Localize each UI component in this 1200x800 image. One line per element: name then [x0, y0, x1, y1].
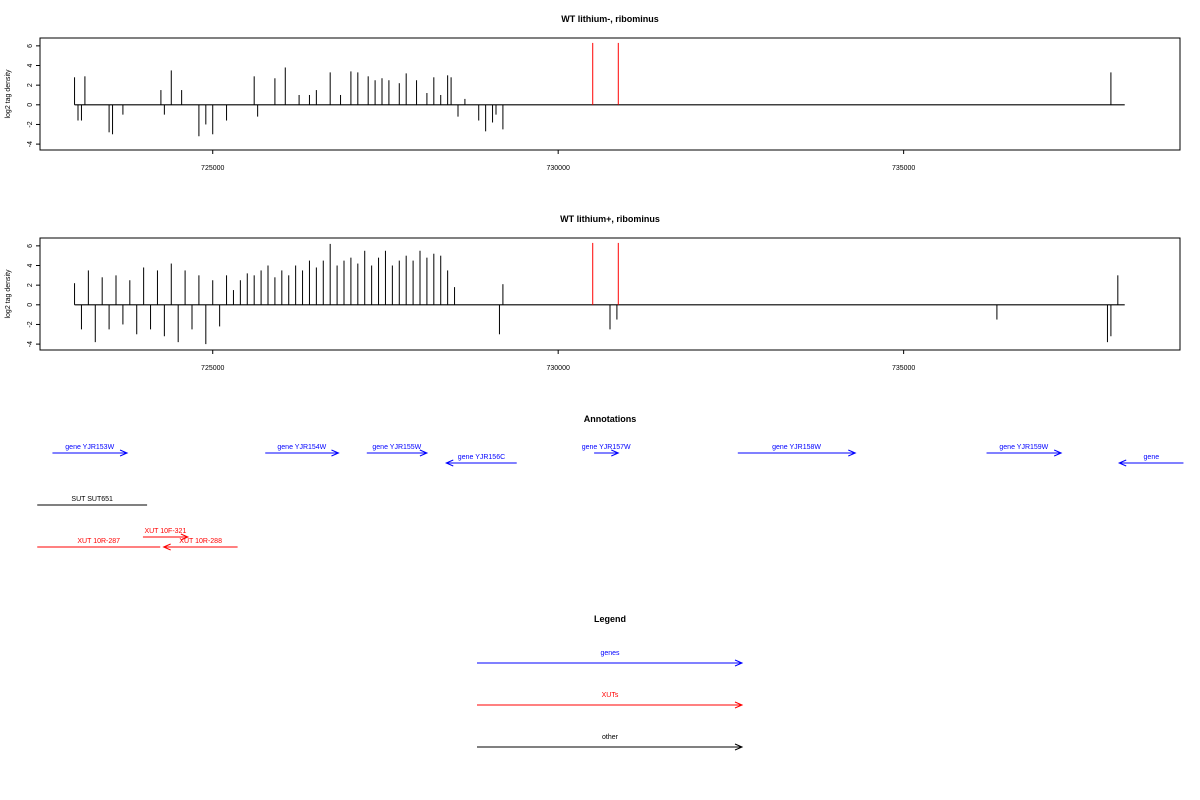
arrow-head-right-icon	[419, 449, 429, 457]
legend-item-XUTs: XUTs	[477, 692, 744, 709]
y-axis-label: log2 tag density	[5, 269, 12, 319]
annotations-track: Annotations gene YJR153W gene YJR154W gene…	[37, 414, 1184, 551]
arrow-head-right-icon	[734, 701, 744, 709]
feature-label: gene YJR154W	[277, 444, 326, 451]
x-tick-label: 730000	[547, 365, 570, 372]
feature-label: SUT SUT651	[71, 496, 113, 503]
feature-xut-10r-287: XUT 10R-287	[37, 538, 161, 548]
legend-label: XUTs	[602, 692, 619, 699]
y-tick-label: 0	[27, 303, 34, 307]
feature-label: gene YJR156C	[458, 454, 505, 461]
feature-label: XUT 10R-288	[179, 538, 222, 545]
legend-item-other: other	[477, 734, 744, 751]
feature-gene-yjr157w: gene YJR157W	[582, 444, 631, 457]
feature-gene-yjr159w: gene YJR159W	[986, 444, 1063, 457]
panel-title: WT lithium-, ribominus	[561, 14, 659, 24]
legend-item-genes: genes	[477, 650, 744, 667]
x-tick-label: 725000	[201, 365, 224, 372]
plot-frame	[39, 37, 1181, 151]
feature-label: gene YJR157W	[582, 444, 631, 451]
y-tick-label: 2	[27, 283, 34, 287]
y-axis: -4 -2 0 2 4 6	[27, 244, 40, 347]
y-tick-label: 6	[27, 244, 34, 248]
density-bars	[74, 242, 1125, 345]
feature-label: XUT 10R-287	[77, 538, 120, 545]
arrow-head-right-icon	[1053, 449, 1063, 457]
arrow-head-right-icon	[734, 743, 744, 751]
x-tick-label: 725000	[201, 165, 224, 172]
arrow-head-left-icon	[162, 543, 171, 551]
feature-gene-yjr155w: gene YJR155W	[366, 444, 429, 457]
feature-list: gene YJR153W gene YJR154W gene YJR155W gene…	[37, 444, 1184, 551]
legend: Legend genes XUTs other	[477, 614, 744, 751]
feature-gene-yjr158w: gene YJR158W	[737, 444, 857, 457]
y-tick-label: -4	[27, 141, 34, 147]
y-tick-label: 6	[27, 44, 34, 48]
panel-title: WT lithium+, ribominus	[560, 214, 660, 224]
arrow-head-left-icon	[1117, 459, 1127, 467]
y-axis: -4 -2 0 2 4 6	[27, 44, 40, 147]
y-tick-label: -4	[27, 341, 34, 347]
feature-gene-yjr154w: gene YJR154W	[265, 444, 340, 457]
y-axis-label: log2 tag density	[5, 69, 12, 119]
y-tick-label: -2	[27, 321, 34, 327]
y-tick-label: 2	[27, 83, 34, 87]
feature-label: gene YJR158W	[772, 444, 821, 451]
y-tick-label: 4	[27, 263, 34, 267]
arrow-head-right-icon	[331, 449, 340, 457]
arrow-head-right-icon	[180, 533, 190, 541]
legend-title: Legend	[594, 614, 626, 624]
feature-label: gene	[1144, 454, 1160, 461]
density-panel-lithium-plus: WT lithium+, ribominus log2 tag density …	[5, 214, 1181, 372]
x-tick-label: 735000	[892, 365, 915, 372]
feature-gene: gene	[1117, 454, 1184, 467]
x-axis: 725000 730000 735000	[201, 350, 915, 372]
feature-label: gene YJR153W	[65, 444, 114, 451]
legend-items: genes XUTs other	[477, 650, 744, 751]
feature-sut-sut651: SUT SUT651	[37, 496, 148, 506]
plot-frame	[39, 237, 1181, 351]
x-axis: 725000 730000 735000	[201, 150, 915, 172]
feature-label: XUT 10F-321	[144, 528, 186, 535]
x-tick-label: 730000	[547, 165, 570, 172]
feature-gene-yjr153w: gene YJR153W	[52, 444, 129, 457]
y-tick-label: 4	[27, 63, 34, 67]
x-tick-label: 735000	[892, 165, 915, 172]
feature-xut-10r-288: XUT 10R-288	[162, 538, 238, 551]
annotations-title: Annotations	[584, 414, 637, 424]
feature-gene-yjr156c: gene YJR156C	[444, 454, 517, 467]
feature-label: gene YJR155W	[372, 444, 421, 451]
legend-label: other	[602, 734, 619, 741]
feature-label: gene YJR159W	[999, 444, 1048, 451]
legend-label: genes	[600, 650, 620, 657]
arrow-head-left-icon	[444, 459, 454, 467]
y-tick-label: -2	[27, 121, 34, 127]
y-tick-label: 0	[27, 103, 34, 107]
arrow-head-right-icon	[119, 449, 129, 457]
density-panel-lithium-minus: WT lithium-, ribominus log2 tag density …	[5, 14, 1181, 172]
feature-xut-10f-321: XUT 10F-321	[142, 528, 190, 541]
density-bars	[74, 42, 1125, 137]
arrow-head-right-icon	[734, 659, 744, 667]
arrow-head-right-icon	[848, 449, 857, 457]
arrow-head-right-icon	[611, 449, 620, 457]
